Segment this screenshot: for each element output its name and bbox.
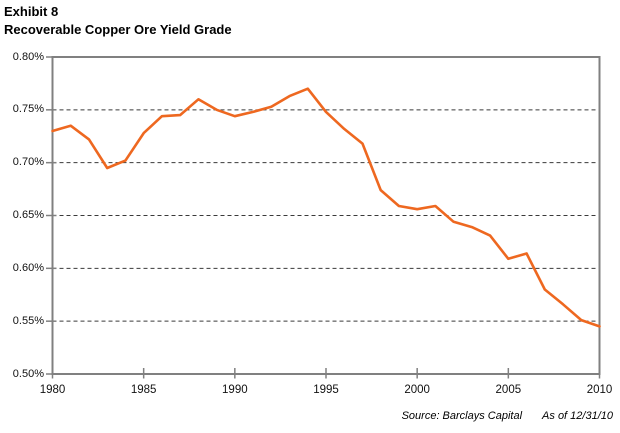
source-row: Source: Barclays Capital As of 12/31/10 (402, 410, 613, 422)
x-axis-tick-label: 1990 (222, 384, 248, 396)
x-axis-tick-label: 2000 (404, 384, 430, 396)
chart-title: Recoverable Copper Ore Yield Grade (4, 22, 232, 37)
yield-grade-line-series (51, 87, 601, 328)
x-axis-tick-label: 1985 (130, 384, 157, 396)
x-axis-tick-label: 2005 (495, 384, 522, 396)
y-axis-tick-label: 0.75% (12, 103, 44, 116)
y-axis-tick-label: 0.55% (12, 314, 44, 327)
exhibit-label: Exhibit 8 (4, 4, 59, 19)
x-axis-tick-label: 2010 (586, 384, 613, 396)
source-text: Source: Barclays Capital (401, 410, 523, 422)
y-axis-tick-label: 0.80% (12, 50, 44, 63)
x-axis-tick-label: 1995 (313, 384, 339, 396)
y-axis-tick-label: 0.65% (12, 209, 44, 221)
y-axis-tick-label: 0.60% (12, 261, 44, 274)
y-axis-tick-label: 0.70% (12, 156, 44, 169)
y-axis-tick-label: 0.50% (12, 367, 44, 380)
x-axis-tick-label: 1980 (39, 384, 66, 396)
as-of-text: As of 12/31/10 (542, 410, 613, 422)
